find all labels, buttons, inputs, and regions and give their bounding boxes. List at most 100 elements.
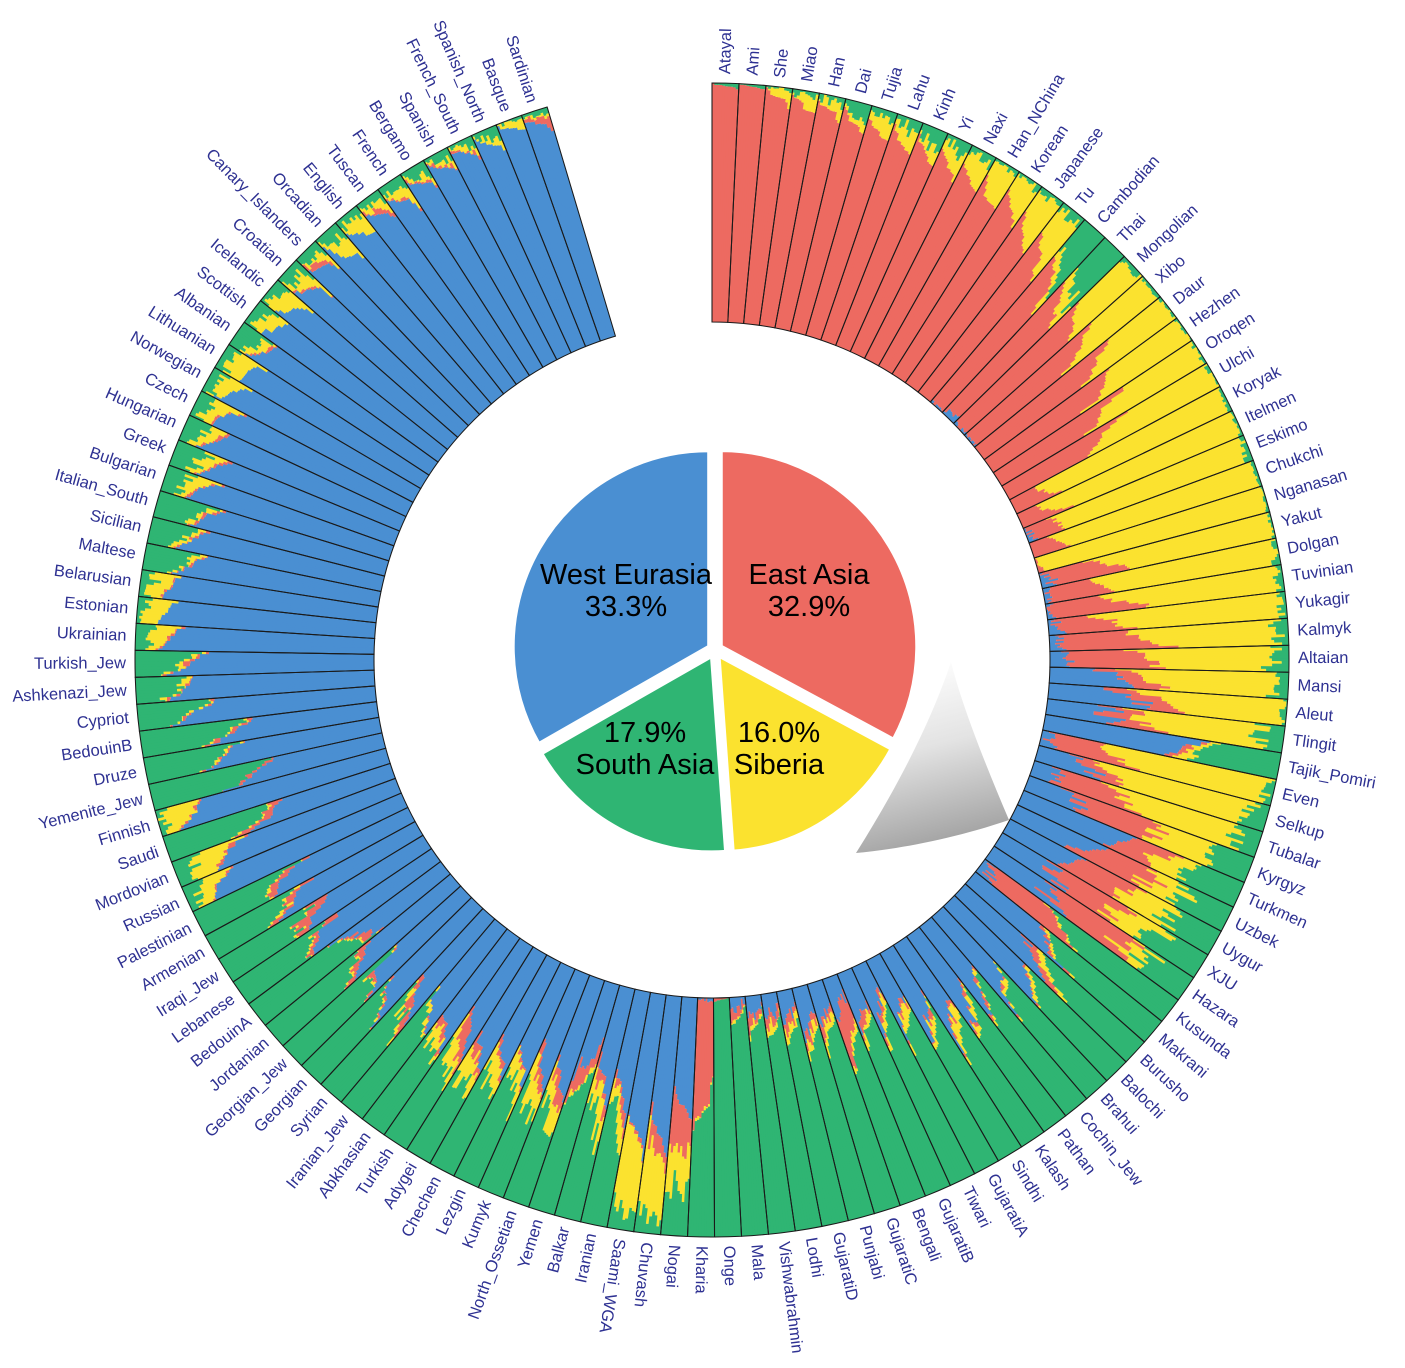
ancestry-segment-siberia	[1041, 211, 1060, 234]
ancestry-segment-south_asia	[144, 553, 188, 565]
ancestry-segment-siberia	[1181, 752, 1199, 759]
ancestry-segment-south_asia	[144, 748, 224, 767]
ancestry-segment-south_asia	[157, 818, 167, 824]
ancestry-segment-east_asia	[1037, 566, 1044, 571]
ancestry-segment-south_asia	[388, 180, 398, 192]
ancestry-segment-west_eurasia	[794, 987, 808, 1029]
ancestry-segment-south_asia	[1269, 729, 1285, 735]
ancestry-segment-south_asia	[827, 1045, 880, 1213]
ancestry-segment-south_asia	[195, 400, 212, 411]
ancestry-segment-south_asia	[296, 257, 304, 266]
ancestry-segment-siberia	[588, 1089, 597, 1111]
ancestry-segment-east_asia	[352, 956, 364, 968]
ancestry-segment-east_asia	[861, 1034, 866, 1042]
ancestry-segment-east_asia	[1031, 946, 1038, 952]
ancestry-segment-east_asia	[1123, 711, 1146, 717]
ancestry-segment-east_asia	[190, 677, 192, 681]
ancestry-segment-south_asia	[960, 142, 971, 157]
ancestry-segment-east_asia	[438, 1019, 446, 1027]
ancestry-segment-east_asia	[1131, 837, 1176, 859]
population-wedge-Icelandic	[260, 279, 458, 450]
ancestry-segment-siberia	[901, 1026, 908, 1035]
ancestry-segment-siberia	[208, 698, 211, 702]
ancestry-segment-siberia	[822, 1018, 829, 1032]
ancestry-segment-south_asia	[1066, 935, 1169, 1016]
ancestry-segment-south_asia	[242, 322, 274, 346]
ancestry-segment-west_eurasia	[547, 127, 615, 338]
ancestry-segment-siberia	[848, 112, 854, 122]
ancestry-segment-east_asia	[498, 1033, 505, 1043]
ancestry-segment-south_asia	[952, 137, 961, 151]
ancestry-segment-west_eurasia	[293, 828, 420, 903]
ancestry-segment-south_asia	[1254, 729, 1285, 738]
ancestry-segment-east_asia	[754, 1012, 759, 1023]
ancestry-segment-west_eurasia	[1040, 578, 1059, 585]
ancestry-segment-east_asia	[263, 812, 274, 819]
ancestry-segment-east_asia	[1060, 787, 1154, 823]
ancestry-segment-siberia	[767, 88, 772, 91]
ancestry-segment-south_asia	[965, 991, 1064, 1120]
ancestry-segment-siberia	[883, 123, 892, 140]
ancestry-segment-south_asia	[1052, 947, 1154, 1035]
ancestry-segment-east_asia	[311, 938, 320, 945]
ancestry-segment-east_asia	[1125, 719, 1152, 726]
ancestry-segment-south_asia	[175, 861, 202, 875]
ancestry-segment-west_eurasia	[1018, 801, 1112, 847]
ancestry-segment-west_eurasia	[947, 413, 954, 420]
ancestry-segment-south_asia	[727, 83, 732, 87]
ancestry-segment-west_eurasia	[874, 955, 900, 999]
ancestry-segment-siberia	[590, 1079, 598, 1094]
ancestry-segment-south_asia	[201, 895, 266, 932]
ancestry-segment-east_asia	[831, 149, 907, 345]
ancestry-segment-south_asia	[1051, 981, 1132, 1059]
ancestry-segment-siberia	[281, 897, 287, 902]
ancestry-segment-east_asia	[349, 963, 360, 973]
ancestry-segment-siberia	[786, 1037, 791, 1045]
ancestry-segment-south_asia	[164, 807, 268, 845]
population-wedge-Sicilian	[146, 516, 385, 592]
ancestry-segment-east_asia	[1076, 858, 1135, 893]
ancestry-segment-west_eurasia	[766, 993, 772, 1013]
ancestry-segment-south_asia	[1036, 1001, 1111, 1080]
ancestry-segment-siberia	[385, 190, 394, 200]
ancestry-segment-south_asia	[762, 85, 766, 90]
ancestry-segment-siberia	[533, 1091, 542, 1109]
ancestry-segment-siberia	[1099, 516, 1271, 563]
ancestry-segment-east_asia	[189, 658, 195, 662]
ancestry-segment-siberia	[668, 1145, 676, 1199]
ancestry-segment-west_eurasia	[748, 995, 753, 1015]
ancestry-segment-siberia	[861, 124, 867, 134]
ancestry-segment-siberia	[613, 1124, 631, 1207]
ancestry-segment-siberia	[284, 290, 307, 311]
ancestry-segment-south_asia	[146, 762, 215, 780]
ancestry-segment-siberia	[881, 1015, 889, 1027]
ancestry-segment-east_asia	[871, 179, 972, 363]
ancestry-segment-south_asia	[1044, 192, 1054, 203]
ancestry-segment-south_asia	[265, 291, 275, 300]
ancestry-segment-west_eurasia	[227, 710, 379, 737]
ancestry-segment-south_asia	[366, 195, 374, 203]
ancestry-segment-east_asia	[980, 369, 1093, 457]
ancestry-segment-west_eurasia	[195, 444, 401, 532]
ancestry-segment-siberia	[379, 992, 384, 997]
ancestry-segment-east_asia	[794, 120, 852, 333]
ancestry-segment-east_asia	[409, 1003, 415, 1009]
ancestry-segment-west_eurasia	[780, 990, 788, 1015]
ancestry-segment-siberia	[1128, 618, 1282, 632]
ancestry-segment-south_asia	[168, 462, 191, 473]
ancestry-segment-south_asia	[1006, 985, 1102, 1089]
ancestry-segment-west_eurasia	[865, 960, 909, 1041]
ancestry-segment-west_eurasia	[985, 857, 1067, 918]
ancestry-segment-west_eurasia	[227, 784, 399, 855]
population-wedge-Sindhi	[879, 945, 1022, 1161]
ancestry-segment-south_asia	[668, 1170, 677, 1236]
ancestry-segment-south_asia	[500, 1121, 533, 1198]
ancestry-segment-south_asia	[333, 222, 349, 240]
ancestry-segment-west_eurasia	[676, 996, 687, 1100]
ancestry-segment-west_eurasia	[277, 324, 445, 455]
ancestry-segment-east_asia	[649, 1101, 654, 1116]
ancestry-segment-siberia	[354, 214, 372, 236]
ancestry-segment-siberia	[1152, 854, 1184, 870]
ancestry-segment-south_asia	[1131, 269, 1140, 278]
ancestry-segment-siberia	[1115, 779, 1240, 820]
